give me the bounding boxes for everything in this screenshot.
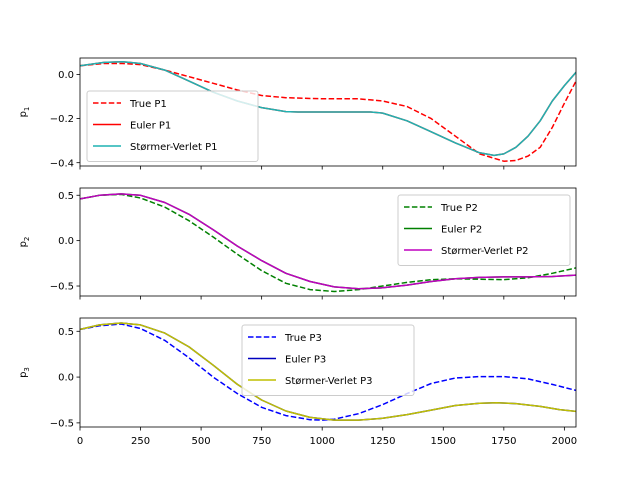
legend-2: True P2 Euler P2 Størmer-Verlet P2 xyxy=(397,194,571,266)
y-tick-label-1-3: −0.4 xyxy=(50,158,74,169)
y-tick-label-1-2: −0.2 xyxy=(50,114,74,125)
legend-label-3-3: Størmer-Verlet P3 xyxy=(285,376,372,387)
legend-label-1-3: Størmer-Verlet P1 xyxy=(130,142,217,153)
legend-label-2-1: True P2 xyxy=(440,203,478,214)
x-tick-label-3-5: 1000 xyxy=(309,436,334,447)
legend-3: True P3 Euler P3 Størmer-Verlet P3 xyxy=(241,324,415,396)
legend-label-2-3: Størmer-Verlet P2 xyxy=(441,246,528,257)
legend-1: True P1 Euler P1 Størmer-Verlet P1 xyxy=(86,90,259,162)
y-axis-label-1: p1 xyxy=(18,107,31,118)
subplot-3: 0.5 0.0 −0.50 250 500 750 1000 1250 1500 1750 2000… xyxy=(18,317,577,447)
y-tick-label-2-3: −0.5 xyxy=(50,282,74,293)
axes-frame-1 xyxy=(79,57,577,167)
legend-label-1-2: Euler P1 xyxy=(130,121,171,132)
y-tick-label-3-1: 0.5 xyxy=(58,327,74,338)
legend-label-3-2: Euler P3 xyxy=(285,355,326,366)
y-tick-label-2-2: 0.0 xyxy=(58,236,74,247)
x-tick-label-3-2: 250 xyxy=(131,436,150,447)
x-tick-label-3-3: 500 xyxy=(192,436,211,447)
series-line-p1-3 xyxy=(80,60,576,157)
x-tick-label-3-8: 1750 xyxy=(491,436,516,447)
x-tick-label-3-1: 0 xyxy=(77,436,83,447)
axes-frame-3 xyxy=(79,317,577,428)
y-axis-label-2: p2 xyxy=(18,237,31,248)
subplot-2: 0.5 0.0 −0.5 p2 True P2 Euler P2 Størmer-Verle… xyxy=(18,187,577,300)
subplot-1: 0.0 −0.2 −0.4 p1 True P1 Euler P1 Størmer-Verl… xyxy=(18,57,577,170)
legend-label-2-2: Euler P2 xyxy=(441,225,482,236)
legend-label-1-1: True P1 xyxy=(129,99,167,110)
series-line-p3-3 xyxy=(80,322,576,421)
axes-frame-2 xyxy=(79,187,577,297)
y-tick-label-3-3: −0.5 xyxy=(50,418,74,429)
x-tick-label-3-6: 1250 xyxy=(370,436,395,447)
series-line-p2-1 xyxy=(80,193,576,293)
legend-box-1 xyxy=(86,90,259,162)
x-tick-label-3-9: 2000 xyxy=(552,436,577,447)
y-tick-label-3-2: 0.0 xyxy=(58,373,74,384)
y-tick-label-1-1: 0.0 xyxy=(58,70,74,81)
series-line-p2-3 xyxy=(80,193,576,290)
y-axis-label-3: p3 xyxy=(18,367,31,378)
x-tick-label-3-7: 1500 xyxy=(431,436,456,447)
x-tick-label-3-4: 750 xyxy=(252,436,271,447)
legend-box-2 xyxy=(397,194,571,266)
legend-box-3 xyxy=(241,324,415,396)
y-tick-label-2-1: 0.5 xyxy=(58,191,74,202)
series-line-p3-1 xyxy=(80,323,576,421)
legend-label-3-1: True P3 xyxy=(284,333,322,344)
